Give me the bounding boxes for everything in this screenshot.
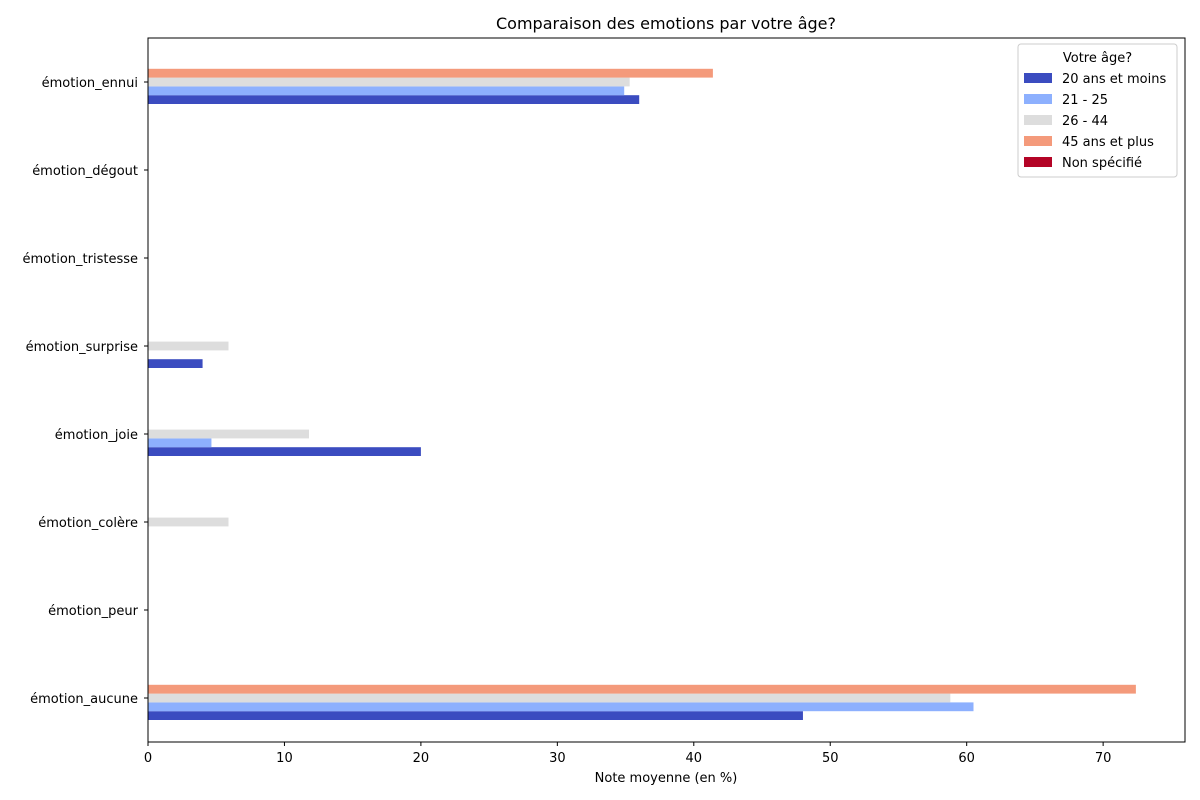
bar-3-0: [148, 359, 203, 368]
legend-label: 21 - 25: [1062, 93, 1108, 108]
y-tick-label: émotion_peur: [48, 604, 139, 619]
chart-title: Comparaison des emotions par votre âge?: [496, 14, 836, 33]
bar-4-1: [148, 438, 212, 448]
y-tick-label: émotion_aucune: [30, 692, 138, 707]
legend-swatch: [1024, 115, 1052, 125]
x-axis-ticks: 0 10 20 30 40 50 60 70: [144, 742, 1112, 766]
bar-7-0: [148, 711, 803, 720]
bar-4-0: [148, 447, 421, 456]
y-tick-label: émotion_ennui: [42, 76, 138, 91]
y-axis-ticks: émotion_ennui émotion_dégout émotion_trist…: [23, 76, 148, 707]
bar-4-2: [148, 429, 310, 439]
bar-7-3: [148, 684, 1136, 694]
legend-title: Votre âge?: [1063, 51, 1132, 66]
bar-3-2: [148, 341, 229, 351]
plot-frame: [147, 37, 1186, 743]
bar-0-1: [148, 86, 625, 96]
x-tick-label: 50: [822, 751, 839, 766]
legend-label: 20 ans et moins: [1062, 72, 1166, 87]
x-tick-label: 70: [1095, 751, 1112, 766]
x-tick-label: 40: [686, 751, 703, 766]
legend-label: 26 - 44: [1062, 114, 1108, 129]
legend-box: [1017, 43, 1178, 178]
legend-swatch: [1024, 136, 1052, 146]
legend: Votre âge? 20 ans et moins 21 - 25 26 - 44 4…: [1017, 43, 1178, 178]
x-tick-label: 60: [958, 751, 975, 766]
y-tick-label: émotion_tristesse: [23, 252, 138, 267]
bars-group: [148, 68, 1136, 720]
x-tick-label: 30: [549, 751, 566, 766]
legend-swatch: [1024, 94, 1052, 104]
legend-label: 45 ans et plus: [1062, 135, 1154, 150]
legend-label: Non spécifié: [1062, 156, 1142, 171]
legend-swatch: [1024, 73, 1052, 83]
bar-0-0: [148, 95, 640, 104]
bar-7-2: [148, 693, 951, 703]
bar-7-1: [148, 702, 974, 712]
x-tick-label: 0: [144, 751, 152, 766]
y-tick-label: émotion_joie: [55, 428, 138, 443]
bar-0-2: [148, 77, 630, 87]
bar-0-3: [148, 68, 713, 78]
x-tick-label: 20: [413, 751, 430, 766]
y-tick-label: émotion_dégout: [32, 164, 138, 179]
x-axis-label: Note moyenne (en %): [595, 771, 738, 786]
y-tick-label: émotion_colère: [38, 516, 138, 531]
bar-5-2: [148, 517, 229, 527]
legend-swatch: [1024, 157, 1052, 167]
y-tick-label: émotion_surprise: [26, 340, 138, 355]
x-tick-label: 10: [276, 751, 293, 766]
